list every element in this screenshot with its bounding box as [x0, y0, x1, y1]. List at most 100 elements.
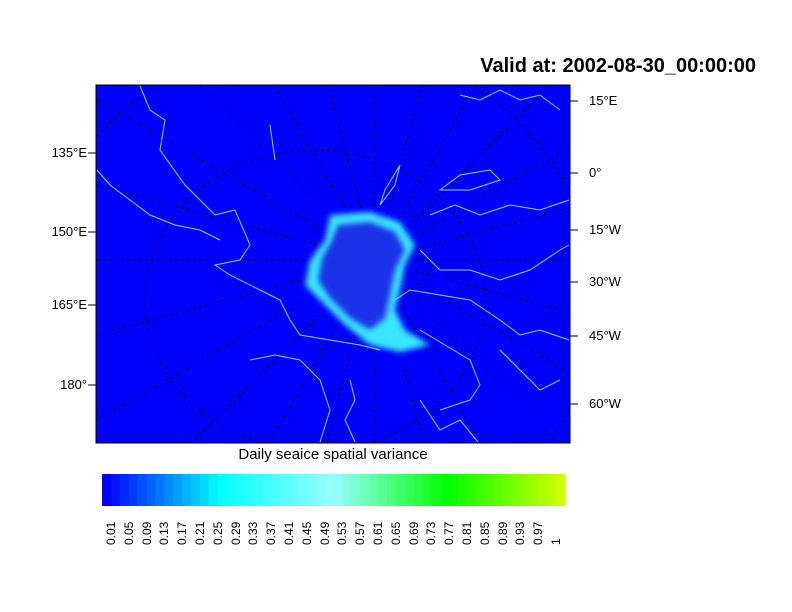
colorbar-box: [511, 474, 521, 506]
colorbar-label: 0.61: [371, 521, 386, 545]
colorbar-label: 0.09: [139, 521, 154, 545]
colorbar-box: [217, 474, 227, 506]
colorbar-box: [467, 474, 477, 506]
colorbar-box: [280, 474, 290, 506]
colorbar-box: [244, 474, 254, 506]
colorbar-box: [110, 474, 121, 506]
colorbar-label: 0.25: [210, 521, 225, 545]
lon-label-right: 45°W: [589, 328, 621, 343]
colorbar-label: 0.93: [513, 521, 528, 545]
map-frame: [95, 84, 571, 444]
colorbar-box: [324, 474, 334, 506]
lon-label-right: 15°W: [589, 222, 621, 237]
colorbar-label: 1: [549, 538, 564, 545]
colorbar-label: 0.81: [460, 521, 475, 545]
colorbar-box: [306, 474, 316, 506]
lon-label-left: 135°E: [51, 145, 87, 160]
colorbar-box: [493, 474, 503, 506]
colorbar-label: 0.01: [103, 521, 118, 545]
colorbar-label: 0.73: [424, 521, 439, 545]
colorbar-box: [538, 474, 548, 506]
coastlines: [96, 85, 570, 443]
colorbar-box: [102, 474, 112, 506]
colorbar-label: 0.17: [175, 521, 190, 545]
colorbar-box: [404, 474, 414, 506]
colorbar-label: 0.77: [442, 521, 457, 545]
lon-label-left: 150°E: [51, 224, 87, 239]
parallel-line: [144, 149, 486, 443]
colorbar-label: 0.33: [246, 521, 261, 545]
colorbar-box: [155, 474, 165, 506]
colorbar-box: [422, 474, 432, 506]
valid-time-title: Valid at: 2002-08-30_00:00:00: [480, 55, 756, 77]
lon-label-left: 180°: [60, 377, 87, 392]
lon-label-left: 165°E: [51, 297, 87, 312]
colorbar-box: [378, 474, 388, 506]
colorbar-box: [520, 474, 530, 506]
colorbar-box: [484, 474, 495, 506]
colorbar: [102, 474, 566, 506]
meridian-line: [374, 259, 570, 374]
colorbar-box: [315, 474, 325, 506]
lon-label-right: 15°E: [589, 93, 618, 108]
colorbar-box: [164, 474, 174, 506]
colorbar-title: Daily seaice spatial variance: [238, 446, 428, 463]
colorbar-box: [128, 474, 138, 506]
colorbar-box: [253, 474, 263, 506]
colorbar-box: [360, 474, 370, 506]
colorbar-box: [458, 474, 468, 506]
meridian-line: [374, 259, 559, 443]
parallel-line: [97, 86, 570, 442]
colorbar-box: [556, 474, 566, 506]
colorbar-label: 0.97: [531, 521, 546, 545]
colorbar-box: [386, 474, 397, 506]
colorbar-box: [502, 474, 512, 506]
colorbar-box: [547, 474, 557, 506]
meridian-line: [273, 85, 376, 261]
colorbar-box: [475, 474, 486, 506]
colorbar-box: [173, 474, 183, 506]
tick-marks: [88, 100, 578, 405]
meridian-line: [374, 85, 477, 261]
colorbar-box: [208, 474, 219, 506]
colorbar-label: 0.85: [477, 521, 492, 545]
colorbar-label: 0.49: [317, 521, 332, 545]
colorbar-box: [199, 474, 210, 506]
colorbar-box: [262, 474, 272, 506]
colorbar-box: [119, 474, 130, 506]
colorbar-label: 0.05: [121, 521, 136, 545]
colorbar-box: [297, 474, 308, 506]
colorbar-label: 0.45: [299, 521, 314, 545]
colorbar-box: [449, 474, 459, 506]
colorbar-box: [333, 474, 343, 506]
colorbar-box: [137, 474, 147, 506]
colorbar-label: 0.37: [264, 521, 279, 545]
colorbar-box: [191, 474, 201, 506]
colorbar-box: [440, 474, 450, 506]
colorbar-label: 0.53: [335, 521, 350, 545]
colorbar-box: [431, 474, 441, 506]
colorbar-label: 0.65: [388, 521, 403, 545]
colorbar-box: [146, 474, 156, 506]
lon-label-right: 30°W: [589, 274, 621, 289]
colorbar-box: [288, 474, 299, 506]
colorbar-box: [226, 474, 236, 506]
colorbar-box: [369, 474, 379, 506]
colorbar-box: [235, 474, 245, 506]
colorbar-label: 0.89: [495, 521, 510, 545]
colorbar-label: 0.21: [192, 521, 207, 545]
colorbar-label: 0.29: [228, 521, 243, 545]
colorbar-box: [271, 474, 281, 506]
lon-label-right: 60°W: [589, 396, 621, 411]
colorbar-label: 0.69: [406, 521, 421, 545]
colorbar-box: [182, 474, 192, 506]
lon-label-right: 0°: [589, 165, 602, 180]
colorbar-label: 0.41: [281, 521, 296, 545]
colorbar-label: 0.57: [353, 521, 368, 545]
colorbar-box: [342, 474, 352, 506]
meridian-line: [374, 259, 570, 313]
colorbar-label: 0.13: [157, 521, 172, 545]
colorbar-box: [351, 474, 361, 506]
